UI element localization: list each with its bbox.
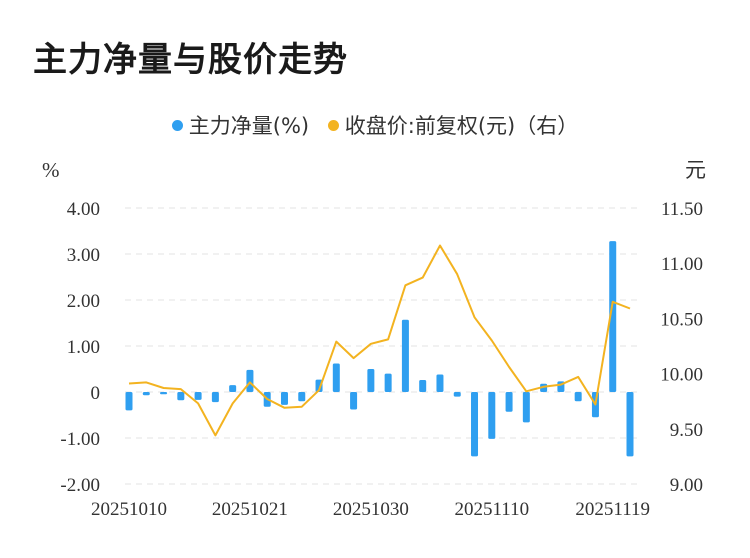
- line-close-price: [128, 244, 631, 437]
- bar[interactable]: [332, 363, 340, 392]
- bar[interactable]: [609, 241, 617, 392]
- left-tick-label: -2.00: [60, 475, 100, 496]
- bar[interactable]: [177, 392, 185, 401]
- page-title: 主力净量与股价走势: [33, 40, 348, 80]
- bar[interactable]: [280, 392, 288, 405]
- bar[interactable]: [229, 385, 237, 392]
- bars-net-volume: [125, 241, 634, 457]
- left-tick-label: 1.00: [67, 337, 100, 358]
- bar[interactable]: [367, 369, 375, 392]
- bar[interactable]: [350, 392, 358, 410]
- gridlines: [125, 207, 638, 485]
- bar[interactable]: [211, 392, 219, 403]
- legend-item-close-price[interactable]: 收盘价:前复权(元)（右）: [327, 110, 579, 140]
- bar[interactable]: [522, 392, 530, 423]
- right-tick-label: 9.00: [670, 475, 703, 496]
- right-tick-label: 11.00: [661, 254, 703, 275]
- axes: % 元 4.00 3.00 2.00 1.00 0 -1.00 -2.00 11.50 11.0…: [42, 158, 706, 520]
- legend-label: 收盘价:前复权(元)（右）: [344, 114, 579, 138]
- bar[interactable]: [401, 319, 409, 392]
- price-line[interactable]: [128, 244, 631, 437]
- legend: 主力净量(%) 收盘价:前复权(元)（右）: [0, 110, 750, 140]
- legend-label: 主力净量(%): [188, 114, 310, 138]
- bar[interactable]: [194, 392, 202, 400]
- bar[interactable]: [246, 369, 254, 392]
- legend-item-net-volume[interactable]: 主力净量(%): [171, 110, 310, 140]
- left-tick-label: 2.00: [67, 291, 100, 312]
- bar[interactable]: [298, 392, 306, 402]
- x-tick-label: 20251010: [91, 499, 167, 520]
- right-tick-label: 9.50: [670, 420, 703, 441]
- right-tick-label: 11.50: [661, 199, 703, 220]
- bar[interactable]: [488, 392, 496, 439]
- bar[interactable]: [453, 392, 461, 397]
- bar[interactable]: [142, 392, 150, 396]
- bar[interactable]: [471, 392, 479, 457]
- legend-dot-icon: [171, 120, 183, 131]
- left-tick-label: 4.00: [67, 199, 100, 220]
- bar[interactable]: [436, 374, 444, 392]
- bar[interactable]: [384, 373, 392, 392]
- bar[interactable]: [160, 392, 168, 395]
- bar[interactable]: [505, 392, 513, 412]
- bar[interactable]: [626, 392, 634, 457]
- x-tick-label: 20251119: [575, 499, 650, 520]
- right-tick-label: 10.00: [660, 365, 703, 386]
- x-tick-label: 20251030: [333, 499, 409, 520]
- right-axis-unit: 元: [685, 158, 706, 182]
- x-tick-label: 20251021: [212, 499, 288, 520]
- left-axis-unit: %: [42, 158, 60, 182]
- left-tick-label: -1.00: [60, 429, 100, 450]
- left-tick-label: 0: [91, 383, 101, 404]
- x-tick-label: 20251110: [454, 499, 529, 520]
- bar[interactable]: [125, 392, 133, 411]
- legend-dot-icon: [327, 120, 339, 131]
- bar[interactable]: [419, 380, 427, 392]
- left-tick-label: 3.00: [67, 245, 100, 266]
- right-tick-label: 10.50: [660, 309, 703, 330]
- bar[interactable]: [574, 392, 582, 402]
